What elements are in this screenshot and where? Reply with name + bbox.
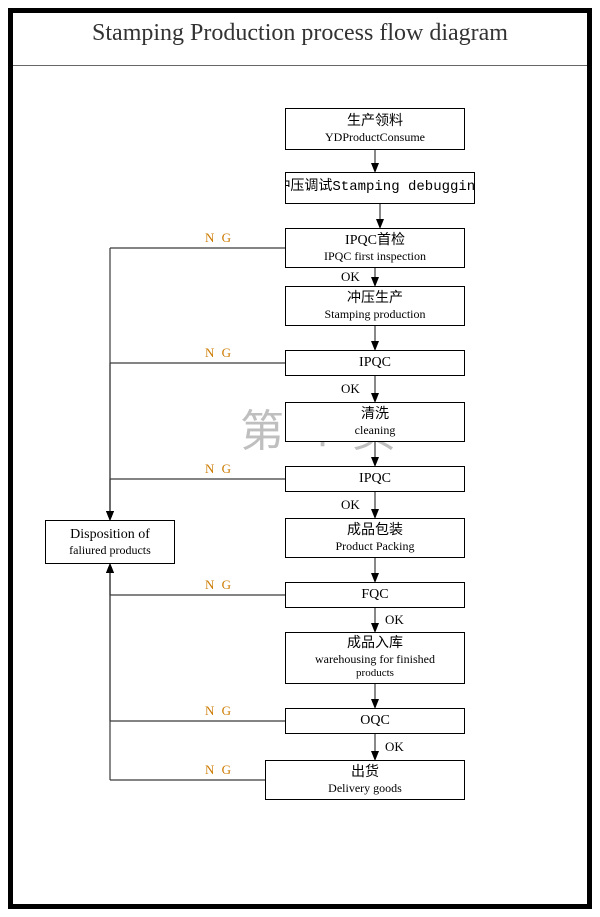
flow-node-text: IPQC — [359, 354, 391, 372]
flow-node-text: 冲压调试Stamping debugging — [285, 179, 475, 197]
flow-node-text: IPQC first inspection — [324, 249, 426, 264]
flow-node-text: Disposition of — [70, 526, 150, 544]
ok-label: OK — [341, 269, 360, 285]
flow-node-text: IPQC首检 — [345, 232, 405, 250]
flow-node-n5: IPQC — [285, 350, 465, 376]
flow-node-text: 清洗 — [361, 406, 389, 424]
ok-label: OK — [341, 381, 360, 397]
flow-node-text: Stamping production — [325, 307, 426, 322]
flow-node-n10: 成品入库warehousing for finishedproducts — [285, 632, 465, 684]
flow-node-n9: FQC — [285, 582, 465, 608]
flow-node-text: OQC — [360, 712, 390, 730]
flow-node-text: 生产领料 — [347, 113, 403, 131]
flow-node-text: Product Packing — [336, 539, 415, 554]
flow-node-text: faliured products — [69, 543, 151, 558]
flow-node-text: products — [356, 667, 394, 681]
flow-node-n1: 生产领料YDProductConsume — [285, 108, 465, 150]
flow-node-n12: 出货Delivery goods — [265, 760, 465, 800]
flow-node-n7: IPQC — [285, 466, 465, 492]
flow-node-text: FQC — [361, 586, 388, 604]
ng-label: N G — [205, 577, 233, 593]
flow-node-text: warehousing for finished — [315, 652, 435, 667]
flow-node-text: 成品入库 — [347, 635, 403, 653]
flow-node-text: IPQC — [359, 470, 391, 488]
ng-label: N G — [205, 230, 233, 246]
ng-label: N G — [205, 461, 233, 477]
ng-label: N G — [205, 703, 233, 719]
ng-label: N G — [205, 345, 233, 361]
flow-node-n11: OQC — [285, 708, 465, 734]
flow-node-text: 成品包装 — [347, 522, 403, 540]
ok-label: OK — [385, 739, 404, 755]
page-title: Stamping Production process flow diagram — [0, 20, 600, 47]
divider — [13, 65, 587, 66]
page: Stamping Production process flow diagram… — [0, 0, 600, 917]
flow-node-n3: IPQC首检IPQC first inspection — [285, 228, 465, 268]
ok-label: OK — [341, 497, 360, 513]
flow-node-text: 冲压生产 — [347, 290, 403, 308]
flow-node-text: YDProductConsume — [325, 130, 425, 145]
flow-node-text: 出货 — [351, 764, 379, 782]
flow-node-text: Delivery goods — [328, 781, 402, 796]
ng-label: N G — [205, 762, 233, 778]
ok-label: OK — [385, 612, 404, 628]
flow-node-n4: 冲压生产Stamping production — [285, 286, 465, 326]
flow-node-n2: 冲压调试Stamping debugging — [285, 172, 475, 204]
flow-node-n8: 成品包装Product Packing — [285, 518, 465, 558]
flow-node-text: cleaning — [355, 423, 396, 438]
flow-node-nd: Disposition offaliured products — [45, 520, 175, 564]
flow-node-n6: 清洗cleaning — [285, 402, 465, 442]
